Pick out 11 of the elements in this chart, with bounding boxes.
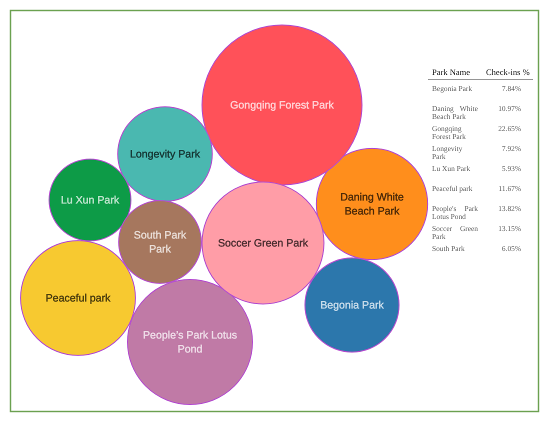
text: Lu Xun Park <box>60 194 120 207</box>
text: Begonia Park <box>320 300 384 312</box>
text: Soccer Green Park <box>218 238 308 250</box>
text: People’s Park Lotus Pond <box>142 330 238 356</box>
text: Gongqing Forest Park <box>230 100 334 112</box>
text: Check-ins % <box>486 67 530 77</box>
text: Park Name <box>432 67 470 77</box>
text: Daning White Beach Park <box>340 192 404 218</box>
text: Peaceful park <box>46 292 110 305</box>
text: South Park Park <box>134 230 186 256</box>
text: Longevity Park <box>130 148 200 161</box>
